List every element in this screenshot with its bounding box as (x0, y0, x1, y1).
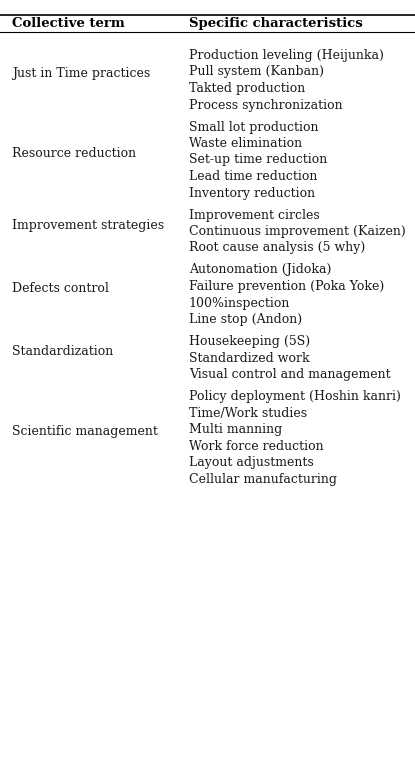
Text: Standardization: Standardization (12, 345, 114, 358)
Text: Just in Time practices: Just in Time practices (12, 68, 151, 80)
Text: Waste elimination: Waste elimination (189, 137, 302, 150)
Text: Inventory reduction: Inventory reduction (189, 186, 315, 200)
Text: Pull system (Kanban): Pull system (Kanban) (189, 65, 324, 78)
Text: Policy deployment (Hoshin kanri): Policy deployment (Hoshin kanri) (189, 390, 401, 403)
Text: Lead time reduction: Lead time reduction (189, 170, 317, 183)
Text: Housekeeping (5S): Housekeeping (5S) (189, 335, 310, 348)
Text: Scientific management: Scientific management (12, 425, 159, 437)
Text: Time/Work studies: Time/Work studies (189, 406, 307, 420)
Text: Collective term: Collective term (12, 17, 125, 30)
Text: Visual control and management: Visual control and management (189, 368, 391, 381)
Text: Continuous improvement (Kaizen): Continuous improvement (Kaizen) (189, 225, 405, 238)
Text: Multi manning: Multi manning (189, 423, 282, 436)
Text: Improvement circles: Improvement circles (189, 208, 320, 221)
Text: Set-up time reduction: Set-up time reduction (189, 154, 327, 166)
Text: Work force reduction: Work force reduction (189, 440, 323, 452)
Text: Line stop (Andon): Line stop (Andon) (189, 313, 302, 326)
Text: Failure prevention (Poka Yoke): Failure prevention (Poka Yoke) (189, 280, 384, 293)
Text: Specific characteristics: Specific characteristics (189, 17, 363, 30)
Text: Production leveling (Heijunka): Production leveling (Heijunka) (189, 49, 384, 62)
Text: Defects control: Defects control (12, 282, 109, 294)
Text: Improvement strategies: Improvement strategies (12, 218, 165, 232)
Text: Autonomation (Jidoka): Autonomation (Jidoka) (189, 263, 331, 277)
Text: Resource reduction: Resource reduction (12, 147, 137, 160)
Text: Root cause analysis (5 why): Root cause analysis (5 why) (189, 242, 365, 255)
Text: Process synchronization: Process synchronization (189, 99, 342, 112)
Text: Standardized work: Standardized work (189, 351, 310, 364)
Text: Cellular manufacturing: Cellular manufacturing (189, 472, 337, 486)
Text: 100%inspection: 100%inspection (189, 297, 290, 309)
Text: Takted production: Takted production (189, 82, 305, 95)
Text: Layout adjustments: Layout adjustments (189, 456, 314, 469)
Text: Small lot production: Small lot production (189, 120, 318, 134)
